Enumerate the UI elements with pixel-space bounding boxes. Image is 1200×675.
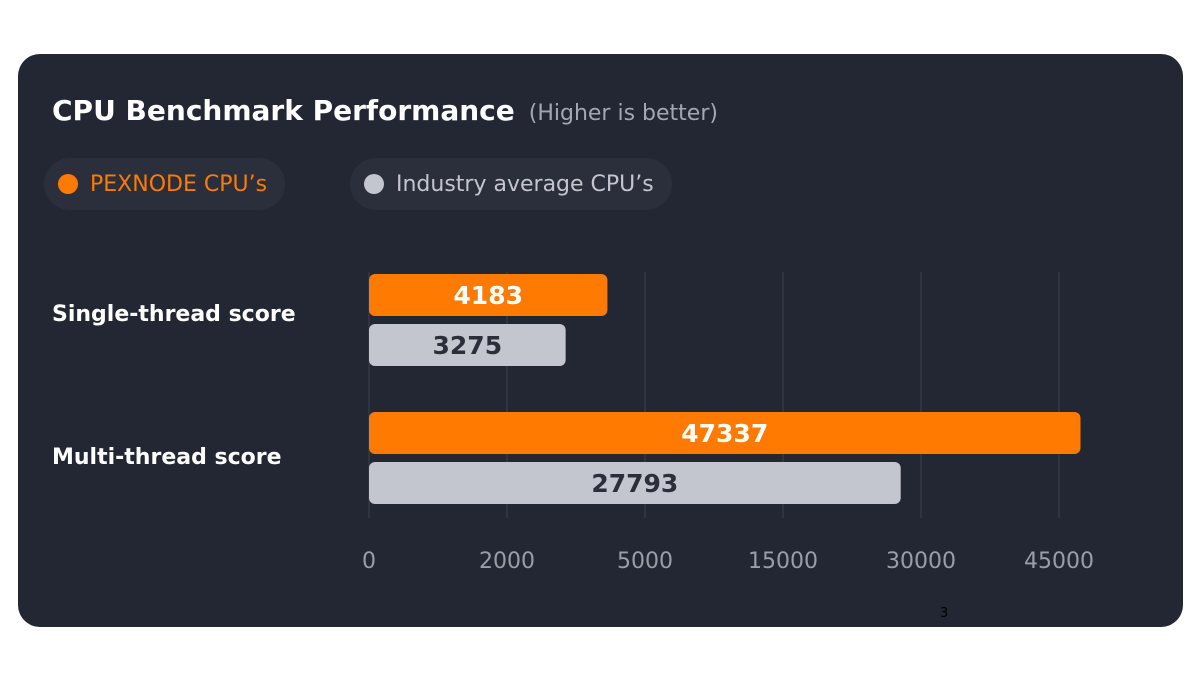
chart-title: CPU Benchmark Performance [52, 94, 515, 127]
x-tick-label: 0 [362, 549, 376, 574]
legend-item-industry: Industry average CPU’s [350, 158, 672, 210]
chart-card [18, 54, 1183, 627]
category-label-multi-thread: Multi-thread score [52, 445, 282, 470]
chart-header: CPU Benchmark Performance (Higher is bet… [52, 94, 718, 134]
x-tick-label: 15000 [748, 549, 818, 574]
legend-item-pexnode: PEXNODE CPU’s [44, 158, 286, 210]
bar-pexnode-single-thread [369, 274, 608, 316]
legend-label-industry: Industry average CPU’s [396, 171, 654, 197]
bar-value-label: 3275 [433, 331, 503, 360]
category-label-single-thread: Single-thread score [52, 302, 296, 327]
chart-subtitle: (Higher is better) [528, 101, 718, 126]
bar-industry-multi-thread [369, 462, 901, 504]
legend-label-pexnode: PEXNODE CPU’s [90, 171, 268, 197]
legend-swatch-grey-icon [364, 174, 384, 194]
bar-pexnode-multi-thread [369, 412, 1081, 454]
bar-value-label: 47337 [681, 419, 768, 448]
x-tick-label: 45000 [1024, 549, 1094, 574]
x-tick-label: 2000 [479, 549, 535, 574]
bar-value-label: 27793 [591, 469, 678, 498]
bar-value-label: 4183 [453, 281, 523, 310]
x-tick-label: 30000 [886, 549, 956, 574]
page-number: 3 [940, 606, 949, 621]
legend-swatch-orange-icon [58, 174, 78, 194]
x-tick-label: 5000 [617, 549, 673, 574]
bar-industry-single-thread [369, 324, 566, 366]
